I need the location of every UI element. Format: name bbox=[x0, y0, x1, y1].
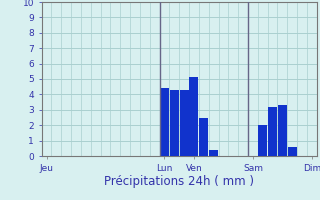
Bar bbox=[180, 90, 188, 156]
X-axis label: Précipitations 24h ( mm ): Précipitations 24h ( mm ) bbox=[104, 175, 254, 188]
Bar bbox=[278, 105, 287, 156]
Bar bbox=[258, 125, 267, 156]
Bar bbox=[288, 147, 297, 156]
Bar bbox=[268, 107, 277, 156]
Bar bbox=[170, 90, 179, 156]
Bar bbox=[209, 150, 218, 156]
Bar bbox=[160, 88, 169, 156]
Bar bbox=[189, 77, 198, 156]
Bar bbox=[199, 117, 208, 156]
